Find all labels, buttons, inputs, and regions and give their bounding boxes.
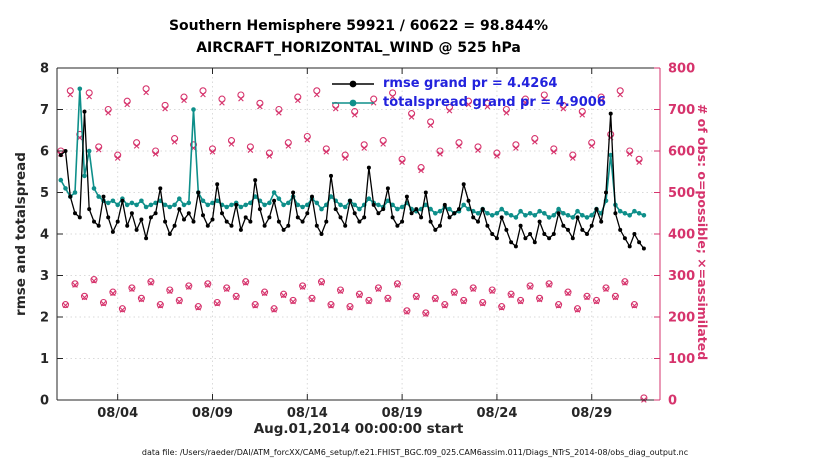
plot-title-line2: AIRCRAFT_HORIZONTAL_WIND @ 525 hPa [196,40,521,56]
legend-entry-totalspread: totalspread grand pr = 4.9006 [330,95,606,110]
svg-text:200: 200 [668,311,695,326]
svg-text:2: 2 [40,311,49,326]
svg-text:600: 600 [668,145,695,160]
svg-text:100: 100 [668,352,695,367]
rmse-legend-marker [332,80,374,87]
svg-text:300: 300 [668,269,695,284]
data-file-caption: data file: /Users/raeder/DAI/ATM_forcXX/… [141,448,689,457]
svg-text:700: 700 [668,103,695,118]
svg-text:08/04: 08/04 [97,406,138,421]
left-axis-label: rmse and totalspread [13,152,29,316]
svg-text:08/19: 08/19 [382,406,423,421]
svg-text:800: 800 [668,62,695,77]
svg-text:08/09: 08/09 [192,406,233,421]
svg-text:08/24: 08/24 [476,406,517,421]
svg-text:3: 3 [40,269,49,284]
svg-text:6: 6 [40,145,49,160]
svg-text:1: 1 [40,352,49,367]
svg-text:500: 500 [668,186,695,201]
svg-text:0: 0 [668,394,677,409]
svg-text:5: 5 [40,186,49,201]
svg-text:08/14: 08/14 [287,406,328,421]
legend-entry-rmse: rmse grand pr = 4.4264 [330,76,606,91]
legend: rmse grand pr = 4.4264 totalspread grand… [330,76,606,110]
legend-label-rmse: rmse grand pr = 4.4264 [383,76,558,91]
svg-text:0: 0 [40,394,49,409]
svg-text:400: 400 [668,228,695,243]
svg-text:08/29: 08/29 [571,406,612,421]
svg-text:4: 4 [40,228,49,243]
svg-text:7: 7 [40,103,49,118]
legend-label-totalspread: totalspread grand pr = 4.9006 [383,95,606,110]
x-axis-label: Aug.01,2014 00:00:00 start [253,421,464,437]
plot-title-line1: Southern Hemisphere 59921 / 60622 = 98.8… [168,18,549,34]
right-axis-label: # of obs: o=possible; ×=assimilated [695,103,710,361]
totalspread-legend-marker [332,99,374,106]
svg-text:8: 8 [40,62,49,77]
